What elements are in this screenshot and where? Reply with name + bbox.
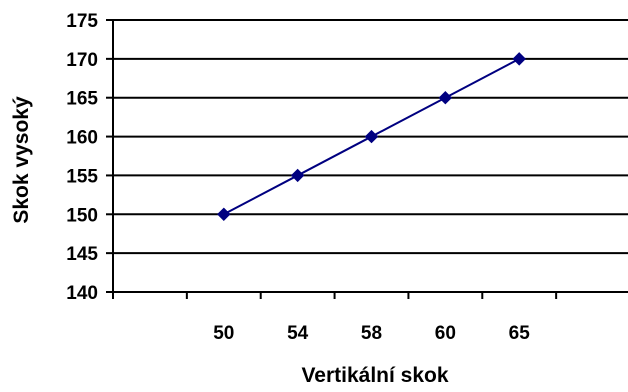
x-tick-label: 65 bbox=[509, 323, 531, 344]
data-point-marker bbox=[217, 207, 231, 221]
y-tick-label: 140 bbox=[66, 283, 98, 304]
series bbox=[217, 52, 526, 221]
y-tick-label: 165 bbox=[66, 89, 98, 110]
x-axis-title: Vertikální skok bbox=[301, 364, 448, 387]
y-tick-label: 175 bbox=[66, 11, 98, 32]
data-point-marker bbox=[364, 129, 379, 144]
x-tick-label: 54 bbox=[287, 323, 309, 344]
y-tick-label: 170 bbox=[66, 50, 98, 71]
axes bbox=[106, 19, 628, 299]
y-axis-title: Skok vysoký bbox=[10, 96, 33, 224]
x-tick-label: 50 bbox=[213, 323, 234, 344]
y-tick-label: 155 bbox=[66, 166, 98, 187]
data-point-marker bbox=[512, 52, 526, 66]
data-point-marker bbox=[438, 91, 453, 105]
y-tick-label: 160 bbox=[66, 128, 98, 149]
data-point-marker bbox=[290, 168, 305, 183]
y-tick-label: 145 bbox=[66, 244, 98, 265]
x-tick-label: 60 bbox=[435, 323, 456, 344]
gridlines bbox=[113, 19, 628, 255]
tick-labels: 140 145 150 155 160 165 170 175 50 54 58 60 65 bbox=[66, 11, 530, 344]
y-tick-label: 150 bbox=[66, 205, 98, 226]
x-tick-label: 58 bbox=[361, 323, 382, 344]
